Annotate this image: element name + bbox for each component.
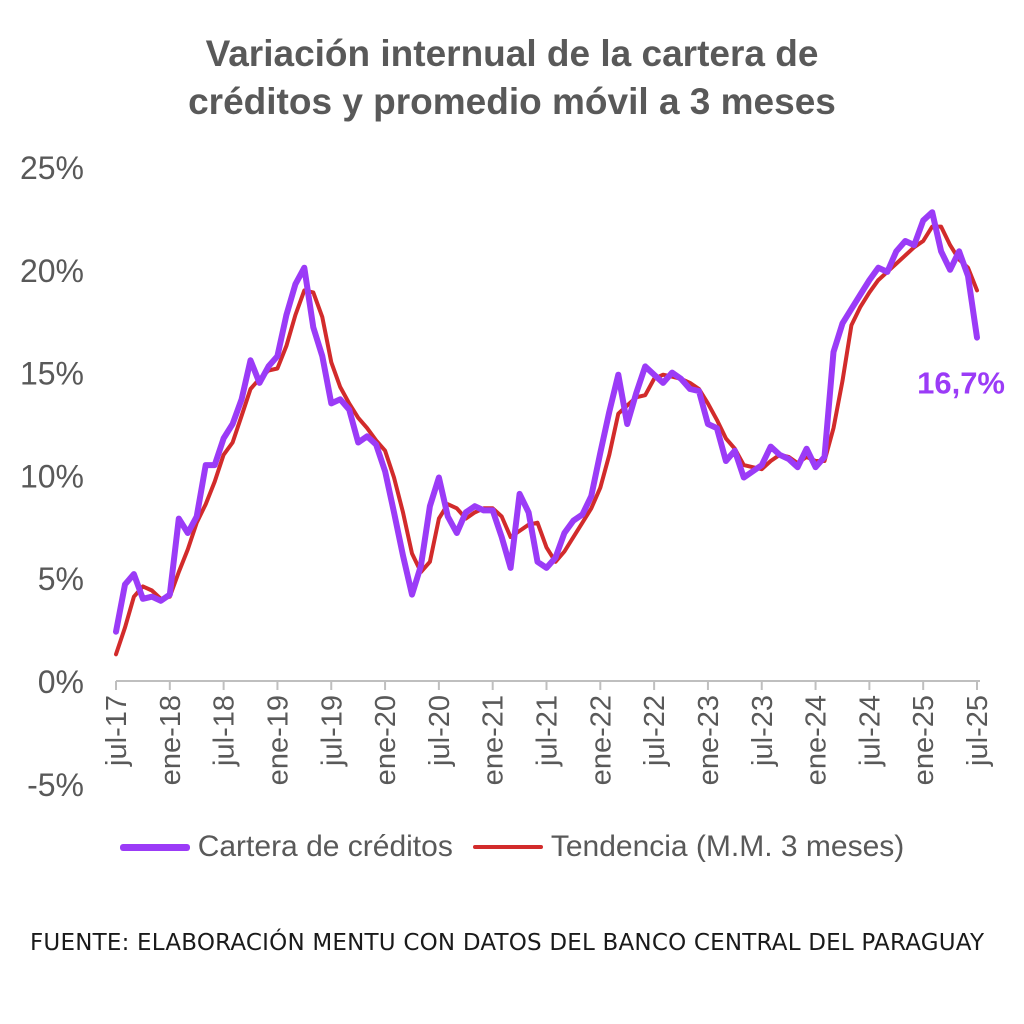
x-tick-label: ene-22 [585, 695, 617, 785]
y-tick-label: 15% [20, 356, 84, 392]
source-note: FUENTE: ELABORACIÓN MENTU CON DATOS DEL … [30, 930, 985, 956]
x-tick-label: jul-18 [209, 695, 241, 767]
legend-swatch-purple-icon [119, 843, 190, 851]
last-value-label: 16,7% [917, 366, 1005, 401]
y-tick-label: 5% [38, 561, 84, 597]
x-tick-label: ene-25 [908, 695, 940, 785]
annotation-layer: 16,7% [917, 366, 1005, 401]
x-tick-label: ene-20 [370, 695, 402, 785]
y-tick-label: -5% [27, 767, 84, 803]
x-tick-label: jul-22 [639, 695, 671, 767]
chart-title: Variación internual de la cartera de cré… [0, 30, 1024, 126]
line-chart: 25% 20% 15% 10% 5% 0% -5% jul-17 ene-18 jul-18 en… [20, 150, 1005, 803]
chart-legend: Cartera de créditos Tendencia (M.M. 3 me… [0, 830, 1024, 864]
legend-item-tendencia: Tendencia (M.M. 3 meses) [472, 830, 905, 864]
legend-swatch-red-icon [472, 845, 543, 849]
legend-item-cartera: Cartera de créditos [119, 830, 453, 864]
x-tick-label: jul-20 [424, 695, 456, 767]
x-tick-label: jul-23 [747, 695, 779, 767]
x-tick-label: jul-25 [962, 695, 994, 767]
x-axis: jul-17 ene-18 jul-18 ene-19 jul-19 ene-20 jul-… [101, 680, 994, 785]
series-layer [113, 209, 980, 657]
x-tick-label: jul-21 [532, 695, 564, 767]
series-line-tendencia [114, 224, 979, 657]
legend-label-cartera: Cartera de créditos [197, 830, 453, 863]
x-tick-label: jul-17 [101, 695, 133, 767]
x-tick-label: jul-24 [854, 695, 886, 767]
x-tick-label: ene-18 [155, 695, 187, 785]
legend-label-tendencia: Tendencia (M.M. 3 meses) [550, 830, 905, 863]
chart-title-line-2: créditos y promedio móvil a 3 meses [188, 81, 836, 122]
x-tick-label: ene-21 [478, 695, 510, 785]
series-line-cartera [113, 209, 980, 635]
chart-title-line-1: Variación internual de la cartera de [205, 33, 819, 74]
x-tick-label: ene-24 [801, 695, 833, 785]
y-axis: 25% 20% 15% 10% 5% 0% -5% [20, 150, 84, 803]
y-tick-label: 25% [20, 150, 84, 186]
y-tick-label: 20% [20, 253, 84, 289]
x-tick-label: ene-23 [693, 695, 725, 785]
y-tick-label: 0% [38, 664, 84, 700]
x-tick-label: jul-19 [316, 695, 348, 767]
x-tick-label: ene-19 [262, 695, 294, 785]
y-tick-label: 10% [20, 458, 84, 494]
